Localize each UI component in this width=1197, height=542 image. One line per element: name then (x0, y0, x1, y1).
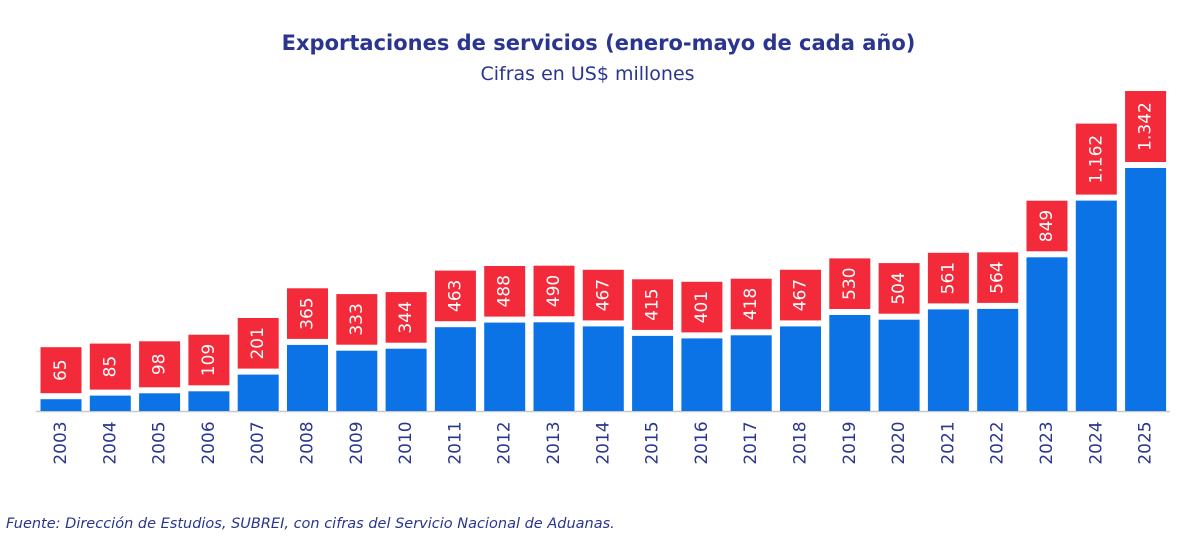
tick-label-2017: 2017 (741, 421, 761, 464)
data-label-box-2011 (434, 270, 476, 322)
data-label-2025: 1.342 (1136, 102, 1156, 151)
bar-2014 (582, 326, 624, 411)
data-label-2009: 333 (347, 303, 367, 335)
tick-label-2020: 2020 (889, 421, 909, 464)
tick-label-2009: 2009 (347, 421, 367, 464)
data-label-box-2020 (878, 263, 920, 314)
tick-label-2013: 2013 (544, 421, 564, 464)
tick-label-2018: 2018 (791, 421, 811, 464)
chart-subtitle: Cifras en US$ millones (480, 63, 695, 85)
source-note: Fuente: Dirección de Estudios, SUBREI, c… (6, 516, 615, 532)
data-label-2005: 98 (150, 353, 170, 375)
tick-label-2012: 2012 (495, 421, 515, 464)
bar-2015 (632, 335, 674, 411)
data-label-2007: 201 (248, 327, 268, 359)
bar-2023 (1026, 257, 1068, 411)
tick-label-2004: 2004 (100, 421, 120, 464)
data-label-2023: 849 (1037, 210, 1057, 242)
tick-label-2010: 2010 (396, 421, 416, 464)
data-label-box-2007 (237, 318, 279, 369)
tick-label-2021: 2021 (938, 421, 958, 464)
tick-label-2003: 2003 (51, 421, 71, 464)
data-label-2024: 1.162 (1086, 135, 1106, 184)
data-label-box-2015 (632, 279, 674, 330)
tick-label-2014: 2014 (593, 421, 613, 464)
tick-label-2006: 2006 (199, 421, 219, 464)
bar-2007 (237, 374, 279, 411)
data-label-2012: 488 (495, 275, 515, 307)
data-label-box-2013 (533, 265, 575, 317)
data-label-2018: 467 (791, 279, 811, 311)
bar-2021 (927, 309, 969, 411)
tick-label-2015: 2015 (643, 421, 663, 464)
data-label-box-2019 (829, 258, 871, 309)
data-label-box-2016 (681, 281, 723, 333)
data-label-2020: 504 (889, 272, 909, 304)
bar-2012 (484, 322, 526, 411)
data-label-box-2005 (139, 341, 181, 388)
data-label-box-2010 (385, 292, 427, 343)
tick-label-2011: 2011 (445, 421, 465, 464)
bar-2016 (681, 338, 723, 411)
data-label-2013: 490 (544, 275, 564, 307)
bar-2022 (977, 308, 1019, 411)
data-label-2014: 467 (593, 279, 613, 311)
tick-label-2024: 2024 (1086, 421, 1106, 464)
tick-label-2005: 2005 (150, 421, 170, 464)
bar-2006 (188, 391, 230, 411)
data-label-2021: 561 (938, 262, 958, 294)
bar-2013 (533, 322, 575, 411)
data-label-box-2022 (977, 252, 1019, 303)
data-label-box-2024 (1075, 123, 1117, 195)
tick-label-2022: 2022 (988, 421, 1008, 464)
bar-2005 (139, 393, 181, 411)
tick-label-2007: 2007 (248, 421, 268, 464)
bar-2003 (40, 399, 82, 411)
bar-2011 (434, 327, 476, 411)
data-label-box-2021 (927, 252, 969, 304)
data-label-box-2023 (1026, 200, 1068, 252)
bar-2024 (1075, 200, 1117, 411)
data-label-box-2014 (582, 269, 624, 321)
data-label-2010: 344 (396, 301, 416, 333)
tick-label-2008: 2008 (298, 421, 318, 464)
bar-2025 (1125, 168, 1167, 411)
bar-2008 (287, 344, 328, 411)
tick-label-2016: 2016 (692, 421, 712, 464)
data-label-2015: 415 (643, 288, 663, 320)
data-label-box-2003 (40, 347, 82, 394)
data-label-2006: 109 (199, 344, 219, 376)
bar-2020 (878, 319, 920, 411)
tick-label-2025: 2025 (1136, 421, 1156, 464)
data-label-2016: 401 (692, 291, 712, 323)
data-label-box-2012 (484, 266, 526, 317)
data-label-box-2025 (1125, 91, 1167, 162)
data-label-box-2006 (188, 334, 230, 386)
tick-label-2023: 2023 (1037, 421, 1057, 464)
data-label-2022: 564 (988, 261, 1008, 293)
data-label-box-2018 (780, 269, 821, 321)
data-label-2019: 530 (840, 267, 860, 299)
bar-2017 (730, 335, 772, 411)
data-label-2011: 463 (445, 280, 465, 312)
chart-title: Exportaciones de servicios (enero-mayo d… (281, 31, 916, 55)
bar-2018 (780, 326, 821, 411)
bar-2009 (336, 350, 378, 411)
data-label-2008: 365 (298, 297, 318, 329)
data-label-box-2008 (287, 288, 328, 339)
data-label-box-2017 (730, 278, 772, 330)
data-label-2004: 85 (100, 356, 120, 378)
data-label-2003: 65 (51, 359, 71, 381)
data-label-2017: 418 (741, 288, 761, 320)
bar-2010 (385, 348, 427, 411)
data-label-box-2004 (89, 343, 131, 390)
bar-2019 (829, 315, 871, 411)
data-label-box-2009 (336, 294, 378, 345)
tick-label-2019: 2019 (840, 421, 860, 464)
bar-2004 (89, 395, 131, 411)
